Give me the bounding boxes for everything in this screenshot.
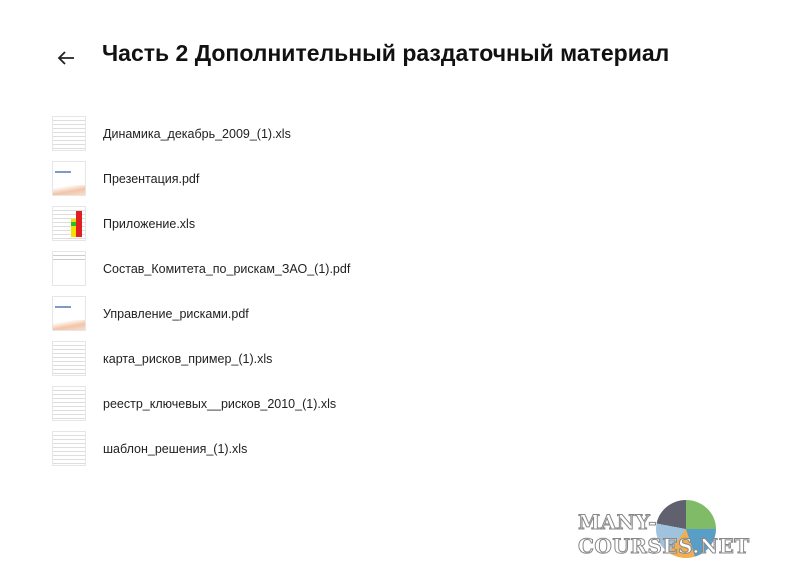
file-thumbnail	[52, 206, 86, 241]
file-thumbnail	[52, 341, 86, 376]
file-thumbnail	[52, 116, 86, 151]
file-item[interactable]: Состав_Комитета_по_рискам_ЗАО_(1).pdf	[52, 246, 350, 291]
file-thumbnail	[52, 431, 86, 466]
file-item[interactable]: шаблон_решения_(1).xls	[52, 426, 350, 471]
file-thumbnail	[52, 251, 86, 286]
file-name[interactable]: Презентация.pdf	[103, 171, 200, 186]
file-item[interactable]: реестр_ключевых__рисков_2010_(1).xls	[52, 381, 350, 426]
file-item[interactable]: Презентация.pdf	[52, 156, 350, 201]
file-name[interactable]: Приложение.xls	[103, 216, 196, 231]
watermark: MANY-COURSES.NET	[578, 510, 750, 559]
back-arrow-icon[interactable]	[54, 46, 78, 70]
file-item[interactable]: Динамика_декабрь_2009_(1).xls	[52, 111, 350, 156]
file-name[interactable]: реестр_ключевых__рисков_2010_(1).xls	[103, 396, 337, 411]
file-thumbnail	[52, 296, 86, 331]
file-item[interactable]: Приложение.xls	[52, 201, 350, 246]
file-item[interactable]: карта_рисков_пример_(1).xls	[52, 336, 350, 381]
file-thumbnail	[52, 386, 86, 421]
file-name[interactable]: шаблон_решения_(1).xls	[103, 441, 248, 456]
file-item[interactable]: Управление_рисками.pdf	[52, 291, 350, 336]
file-list: Динамика_декабрь_2009_(1).xls Презентаци…	[52, 111, 350, 471]
file-name[interactable]: Управление_рисками.pdf	[103, 306, 249, 321]
watermark-logo-icon	[656, 500, 716, 558]
page-title: Часть 2 Дополнительный раздаточный матер…	[102, 40, 670, 66]
file-thumbnail	[52, 161, 86, 196]
file-name[interactable]: Динамика_декабрь_2009_(1).xls	[103, 126, 291, 141]
file-name[interactable]: карта_рисков_пример_(1).xls	[103, 351, 273, 366]
file-name[interactable]: Состав_Комитета_по_рискам_ЗАО_(1).pdf	[103, 261, 351, 276]
